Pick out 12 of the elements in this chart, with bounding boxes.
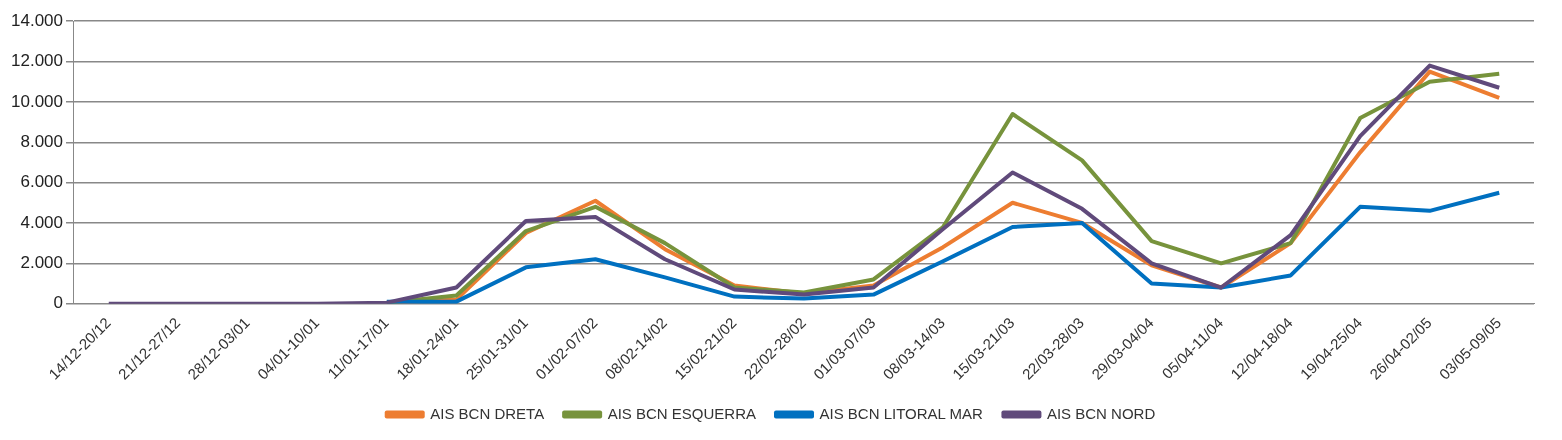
y-tick-label: 4.000 <box>20 212 63 232</box>
legend-label: AIS BCN DRETA <box>430 404 545 422</box>
y-tick-label: 6.000 <box>20 172 63 192</box>
y-tick-label: 10.000 <box>11 91 63 111</box>
y-tick-label: 0 <box>53 293 63 313</box>
y-tick-label: 2.000 <box>20 252 63 272</box>
legend-label: AIS BCN NORD <box>1046 404 1156 422</box>
y-tick-label: 8.000 <box>20 131 63 151</box>
legend-label: AIS BCN ESQUERRA <box>607 404 757 422</box>
legend-label: AIS BCN LITORAL MAR <box>819 404 984 422</box>
y-tick-label: 12.000 <box>11 51 63 71</box>
y-tick-label: 14.000 <box>11 10 63 30</box>
